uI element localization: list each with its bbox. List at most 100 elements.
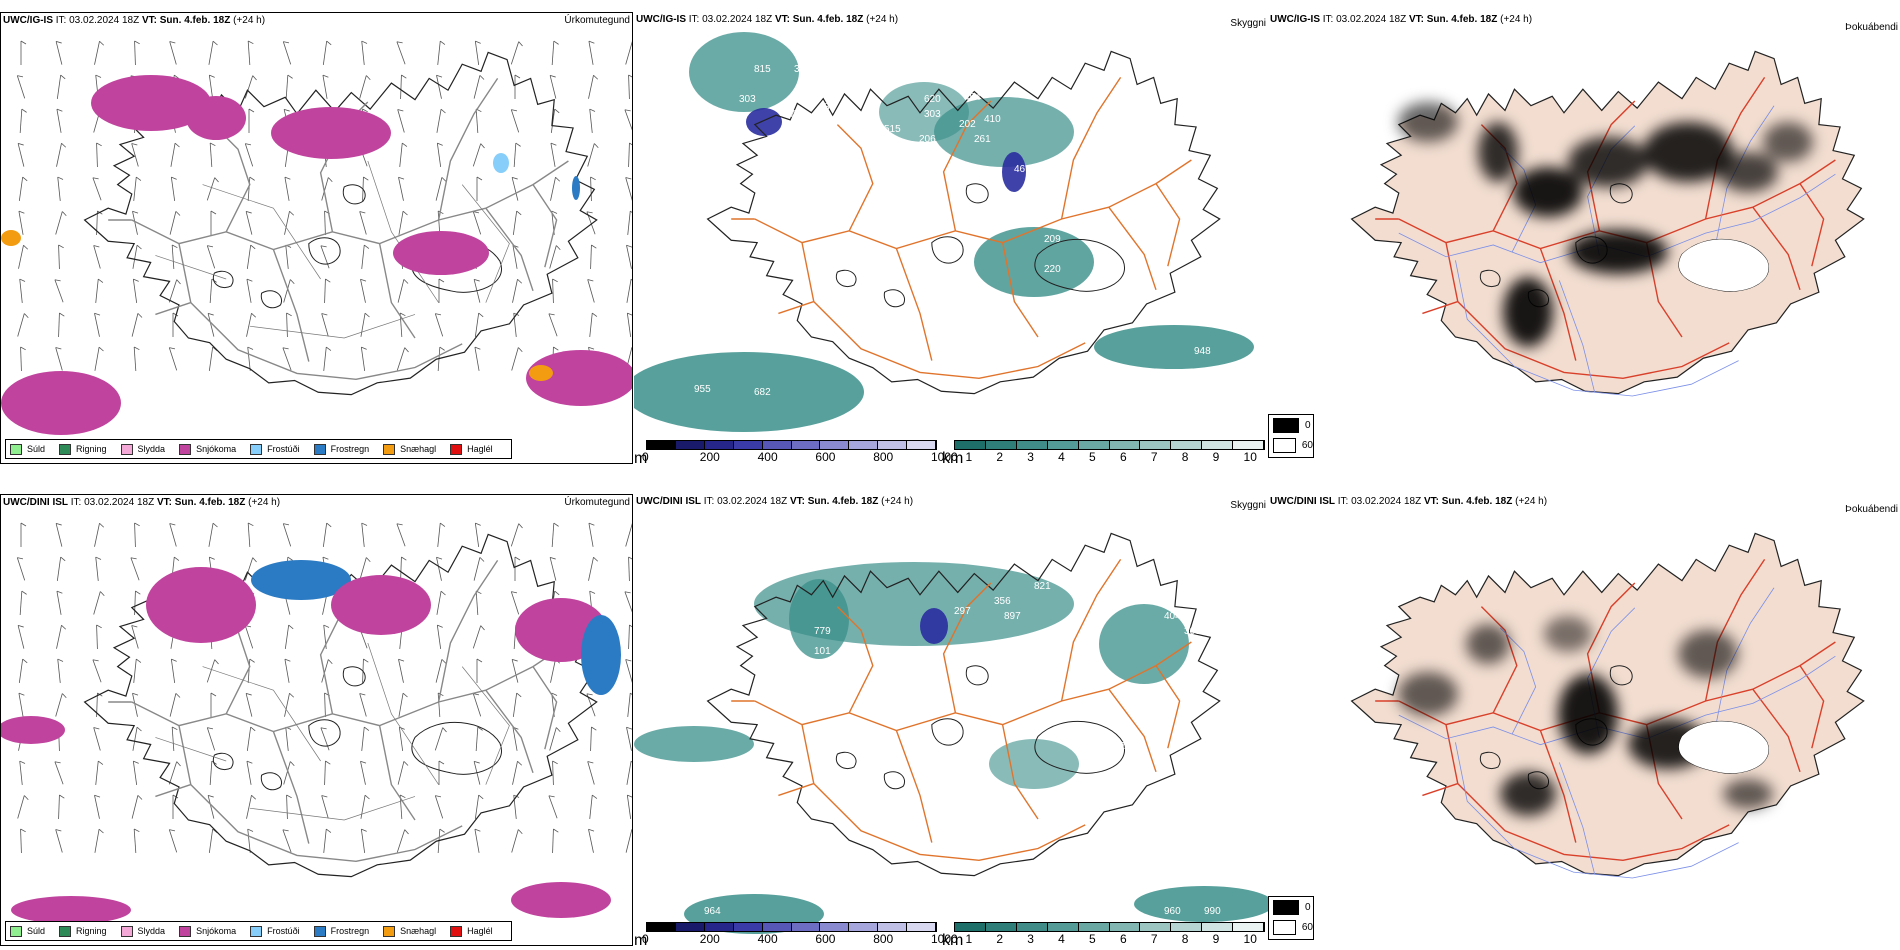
legend-label: Snæhagl (400, 926, 437, 936)
legend-swatch (250, 443, 263, 455)
scale-cell (675, 923, 705, 931)
fog-legend-2: 0 60 (1268, 896, 1314, 940)
river-line (1398, 655, 1836, 746)
wind-barb (247, 40, 254, 65)
ceiling-value-label: 948 (1194, 346, 1211, 357)
wind-barb (512, 278, 523, 303)
wind-barb (208, 74, 215, 99)
wind-barb (247, 522, 254, 547)
legend-swatch (383, 443, 396, 455)
ceiling-value-label: 356 (994, 596, 1011, 607)
visibility-colorbar-1: km 1 2 3 4 5 6 7 8 9 10 (942, 436, 1267, 467)
wind-barb (284, 210, 295, 235)
ceiling-value-label: 206 (919, 134, 936, 145)
scale-tick: 8 (1181, 932, 1189, 946)
wind-barb (134, 522, 140, 548)
legend-label: Frostúði (267, 926, 300, 936)
road-line (131, 160, 569, 251)
wind-barb (247, 346, 254, 371)
wind-barb (55, 347, 63, 371)
glacier-outline (342, 184, 366, 205)
wind-barb (511, 658, 519, 683)
wind-barb (434, 313, 444, 337)
scale-cell (1109, 441, 1141, 449)
fog-panel-2: UWC/DINI ISL IT: 03.02.2024 18Z VT: Sun.… (1268, 494, 1900, 946)
snow-area (11, 896, 131, 924)
wind-barb (628, 142, 632, 168)
contour-line (461, 184, 510, 303)
wind-barb (320, 245, 330, 269)
wind-barb (207, 794, 215, 819)
wind-barb (437, 522, 446, 547)
wind-barb (210, 692, 217, 717)
precip-type-legend: Súld Rigning Slydda Snjókoma Frostúði Frostre… (5, 921, 512, 941)
wind-barb (209, 278, 217, 303)
ceiling-value-label: 303 (924, 109, 941, 120)
fog-patch (1513, 167, 1583, 217)
legend-swatch (450, 925, 463, 937)
wind-barb (627, 210, 632, 235)
road-line (836, 606, 874, 714)
low-visibility-area (1099, 604, 1189, 684)
scale-cell (791, 441, 821, 449)
scale-tick: 600 (815, 932, 836, 946)
scale-tick: 4 (1058, 450, 1065, 464)
scale-cell (878, 441, 908, 449)
wind-barb (588, 828, 595, 853)
ceiling-value-label: 14 (954, 214, 966, 225)
contour-line (155, 255, 227, 280)
legend-label: Slydda (137, 444, 166, 454)
fog-map-1 (1350, 50, 1865, 397)
wind-barb (244, 75, 257, 99)
scale-cell (762, 923, 792, 931)
wind-barb (95, 760, 104, 785)
snow-area (331, 575, 431, 635)
wind-barb (625, 523, 632, 547)
wind-barb (208, 346, 218, 371)
wind-barb (244, 143, 254, 167)
wind-barb (92, 177, 102, 201)
wind-barb (590, 726, 597, 752)
low-visibility-area (934, 97, 1074, 167)
scale-cell (1078, 441, 1110, 449)
glacier-outline (883, 771, 906, 790)
wind-barb (209, 142, 216, 167)
wind-barb (132, 692, 139, 717)
wind-barb (56, 624, 67, 649)
glacier-outline (308, 719, 341, 747)
scale-unit: m (634, 450, 648, 467)
river-line (1558, 762, 1596, 875)
wind-barb (550, 658, 561, 683)
scale-cell (762, 441, 792, 449)
road-line (1398, 641, 1836, 732)
ceiling-value-label: 220 (1044, 264, 1061, 275)
scale-cell (1233, 441, 1265, 449)
road-line (1799, 665, 1825, 749)
road-line (1752, 206, 1801, 291)
snow-area (1, 371, 121, 435)
scale-cell (704, 441, 734, 449)
fog-field (1398, 102, 1813, 347)
wind-barb (248, 108, 255, 133)
wind-barb (474, 794, 484, 819)
scale-cell (733, 923, 763, 931)
ceiling-value-label: 404 (1164, 611, 1181, 622)
scale-tick: 7 (1150, 932, 1158, 946)
panel-name: Skyggni (1230, 500, 1266, 511)
glacier-outline (1609, 665, 1633, 686)
road-line (178, 725, 463, 863)
legend-item: Snæhagl (383, 925, 437, 937)
wind-barb (474, 346, 481, 371)
wind-barb (549, 727, 561, 751)
road-line (1445, 242, 1730, 380)
wind-barb (282, 829, 292, 853)
contour-line (249, 796, 416, 821)
road-line (942, 582, 992, 713)
road-line (1799, 183, 1825, 267)
wind-barb (56, 556, 66, 581)
scale-tick: 2 (996, 932, 1004, 946)
freezing-rain-area (572, 176, 580, 200)
ceiling-value-label: 779 (814, 626, 831, 637)
wind-barb (55, 211, 67, 235)
